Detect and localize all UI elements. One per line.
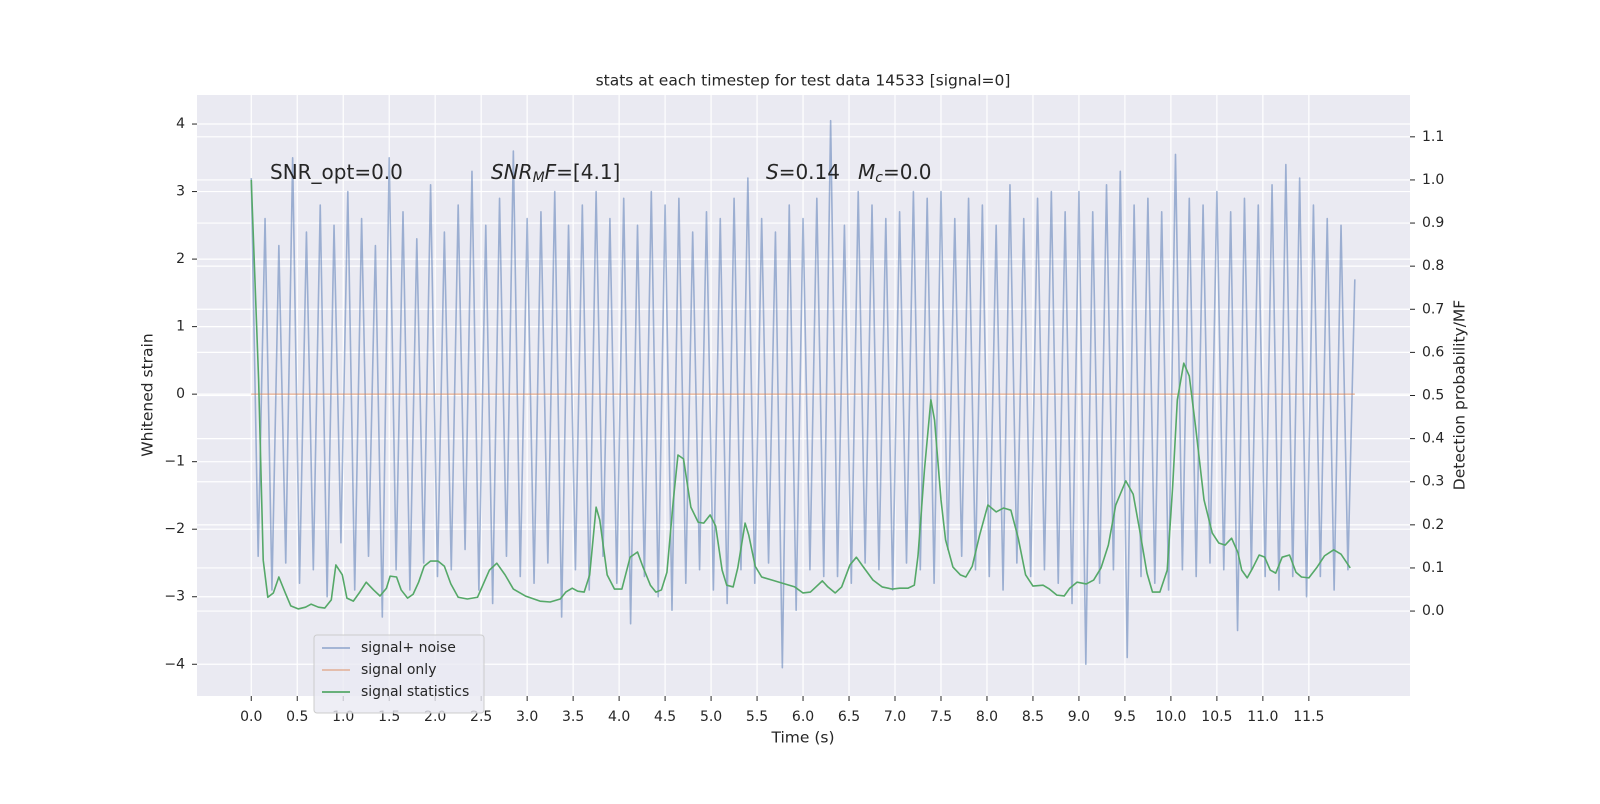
- ticks: 0.0 0.5 1.0 1.5 2.0 2.5 3.0 3.5 4.0 4.5 5.0 5.5 6.0 6…: [164, 116, 1444, 725]
- legend-label: signal statistics: [361, 684, 469, 700]
- series-line: [250, 119, 1356, 669]
- x-tick-label: 5.5: [746, 709, 768, 725]
- x-tick-label: 9.5: [1114, 709, 1136, 725]
- y2-tick-label: 0.6: [1422, 344, 1444, 360]
- chart-title: stats at each timestep for test data 145…: [596, 72, 1011, 90]
- x-tick-label: 6.5: [838, 709, 860, 725]
- annotation-part: c: [875, 170, 883, 186]
- y-tick-label: −1: [164, 454, 185, 470]
- y-tick-label: 0: [176, 386, 185, 402]
- x-tick-label: 7.0: [884, 709, 906, 725]
- x-tick-label: 11.0: [1247, 709, 1278, 725]
- y-tick-label: 1: [176, 319, 185, 335]
- annotation: S=0.14: [766, 160, 840, 184]
- x-tick-label: 0.5: [286, 709, 308, 725]
- grid: [197, 95, 1410, 696]
- x-tick-label: 3.0: [516, 709, 538, 725]
- y2-tick-label: 0.0: [1422, 603, 1444, 619]
- y-tick-label: −3: [164, 589, 185, 605]
- annotation-part: SNR: [491, 160, 533, 184]
- x-tick-label: 10.0: [1155, 709, 1186, 725]
- x-tick-label: 4.0: [608, 709, 630, 725]
- y2-tick-label: 0.9: [1422, 215, 1444, 231]
- y-axis-label: Whitened strain: [139, 333, 157, 456]
- y-tick-label: 4: [176, 116, 185, 132]
- x-tick-label: 7.5: [930, 709, 952, 725]
- annotation: Mc=0.0: [858, 160, 932, 187]
- y2-axis-label: Detection probability/MF: [1451, 300, 1469, 491]
- y2-tick-label: 0.5: [1422, 388, 1444, 404]
- y-tick-label: 2: [176, 251, 185, 267]
- annotation-part: F: [545, 160, 557, 184]
- annotation-part: =0.0: [883, 160, 932, 184]
- annotations: SNR_opt=0.0 SNRMF=[4.1] S=0.14 Mc=0.0: [270, 160, 932, 187]
- annotation-part: =0.14: [779, 160, 840, 184]
- y-tick-label: 3: [176, 184, 185, 200]
- x-axis-label: Time (s): [770, 729, 834, 747]
- y2-tick-label: 0.7: [1422, 301, 1444, 317]
- x-tick-label: 5.0: [700, 709, 722, 725]
- y2-tick-label: 0.4: [1422, 431, 1444, 447]
- x-tick-label: 9.0: [1068, 709, 1090, 725]
- x-tick-label: 8.0: [976, 709, 998, 725]
- annotation: SNR_opt=0.0: [270, 160, 403, 184]
- x-tick-label: 0.0: [240, 709, 262, 725]
- lines: [250, 119, 1356, 669]
- legend-label: signal+ noise: [361, 640, 456, 656]
- annotation-part: =[4.1]: [556, 160, 620, 184]
- x-tick-label: 3.5: [562, 709, 584, 725]
- annotation-part: SNR_opt=0.0: [270, 160, 403, 184]
- annotation: SNRMF=[4.1]: [491, 160, 620, 187]
- y2-tick-label: 0.1: [1422, 560, 1444, 576]
- series-line: [250, 179, 1351, 610]
- legend-box: [313, 634, 485, 714]
- x-tick-label: 10.5: [1201, 709, 1232, 725]
- y-tick-label: −2: [164, 521, 185, 537]
- y2-tick-label: 0.8: [1422, 258, 1444, 274]
- x-tick-label: 6.0: [792, 709, 814, 725]
- x-tick-label: 8.5: [1022, 709, 1044, 725]
- annotation-part: M: [533, 170, 545, 186]
- x-tick-label: 4.5: [654, 709, 676, 725]
- y2-tick-label: 0.2: [1422, 517, 1444, 533]
- y2-tick-label: 0.3: [1422, 474, 1444, 490]
- y2-tick-label: 1.1: [1422, 129, 1444, 145]
- annotation-part: M: [858, 160, 875, 184]
- legend: signal+ noise signal only signal statistic…: [313, 634, 485, 714]
- y-tick-label: −4: [164, 656, 185, 672]
- x-tick-label: 11.5: [1293, 709, 1324, 725]
- legend-label: signal only: [361, 662, 436, 678]
- annotation-part: S: [766, 160, 779, 184]
- y2-tick-label: 1.0: [1422, 172, 1444, 188]
